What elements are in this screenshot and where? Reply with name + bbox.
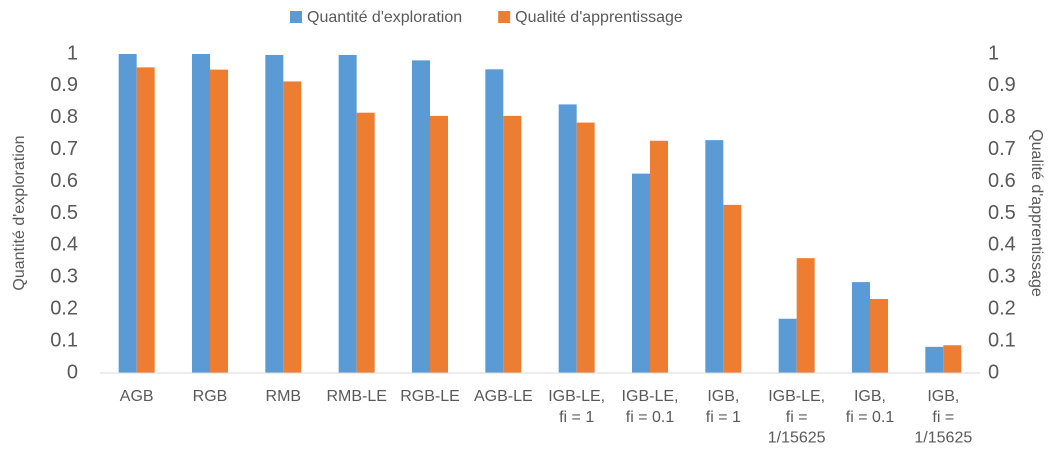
y-tick-label: 0.4 — [50, 234, 78, 256]
bar — [723, 204, 742, 373]
legend-swatch — [498, 11, 511, 23]
x-tick-label: IGB-LE, fi = 0.1 — [622, 388, 679, 426]
bar — [925, 346, 944, 373]
bar — [412, 60, 430, 373]
y2-axis-label: Qualité d'apprentissage — [1028, 129, 1045, 297]
legend-swatch — [290, 11, 302, 23]
legend-label: Quantité d'exploration — [307, 9, 462, 26]
bar — [136, 67, 155, 373]
y-tick-label: 0.9 — [50, 74, 78, 96]
x-tick-label: IGB-LE, fi = 1/15625 — [768, 388, 826, 447]
bar — [632, 173, 650, 373]
y2-tick-label: 0.3 — [988, 266, 1016, 288]
y2-tick-label: 0 — [988, 361, 999, 383]
y-tick-label: 0.5 — [50, 202, 78, 224]
x-tick-label: RGB — [193, 388, 228, 405]
bar — [485, 69, 504, 373]
x-tick-label: IGB, fi = 1/15625 — [914, 388, 972, 447]
y-tick-label: 0 — [67, 361, 78, 383]
x-tick-label: IGB, fi = 1 — [706, 388, 741, 426]
y2-tick-label: 0.5 — [988, 202, 1016, 224]
bar — [503, 115, 522, 374]
bar — [265, 54, 284, 373]
y2-tick-label: 0.6 — [988, 170, 1016, 192]
y2-tick-label: 0.9 — [988, 74, 1016, 96]
x-tick-label: AGB-LE — [474, 388, 533, 405]
x-tick-label: IGB-LE, fi = 1 — [548, 388, 605, 426]
bar — [796, 258, 815, 373]
bar — [283, 81, 302, 374]
bar — [870, 298, 888, 373]
x-tick-label: RMB-LE — [326, 388, 386, 405]
y2-tick-label: 1 — [988, 42, 999, 64]
y-tick-label: 0.3 — [50, 266, 78, 288]
y2-tick-label: 0.4 — [988, 234, 1016, 256]
bar — [778, 318, 797, 373]
y-tick-label: 0.2 — [50, 297, 78, 319]
bar — [576, 122, 595, 374]
bar — [705, 140, 724, 373]
legend-label: Qualité d'apprentissage — [515, 9, 683, 26]
bar — [943, 345, 962, 373]
y2-tick-label: 0.2 — [988, 297, 1016, 319]
y2-tick-label: 0.8 — [988, 106, 1016, 128]
x-tick-label: IGB, fi = 0.1 — [846, 388, 895, 426]
y-tick-label: 0.6 — [50, 170, 78, 192]
bar — [192, 54, 210, 373]
y-tick-label: 0.7 — [50, 138, 78, 160]
bar — [338, 54, 357, 373]
bar — [118, 54, 137, 373]
x-tick-label: RMB — [266, 388, 302, 405]
bar — [430, 115, 448, 374]
y2-tick-label: 0.1 — [988, 329, 1016, 351]
x-tick-label: RGB-LE — [400, 388, 460, 405]
y-tick-label: 0.8 — [50, 106, 78, 128]
y-tick-label: 1 — [67, 42, 78, 64]
y-axis-label: Quantité d'exploration — [11, 135, 28, 290]
bar — [356, 112, 375, 374]
x-tick-label: AGB — [120, 388, 154, 405]
bar — [650, 140, 668, 373]
bar — [852, 282, 870, 373]
bar — [210, 69, 228, 374]
bar — [558, 104, 577, 373]
y2-tick-label: 0.7 — [988, 138, 1016, 160]
y-tick-label: 0.1 — [50, 329, 78, 351]
